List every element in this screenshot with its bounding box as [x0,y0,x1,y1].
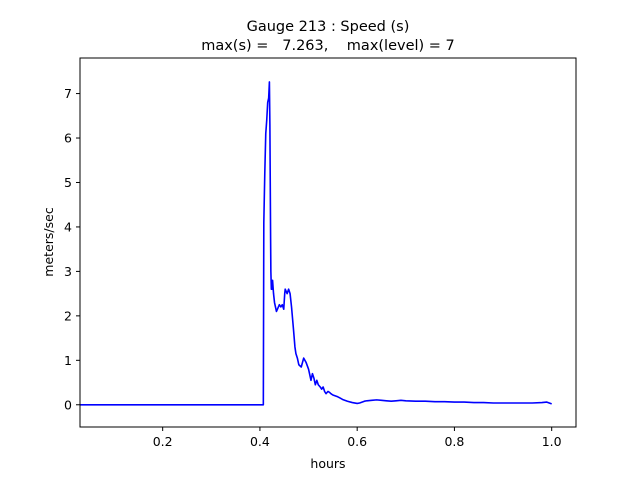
chart-subtitle: max(s) = 7.263, max(level) = 7 [201,38,455,54]
x-axis-label: hours [310,456,345,471]
y-tick-label: 6 [64,131,72,146]
y-tick-label: 3 [64,264,72,279]
series-line-0 [80,81,552,406]
y-tick-label: 0 [64,397,72,412]
y-tick-label: 4 [64,219,72,234]
x-axis-ticks: 0.2 0.4 0.6 0.8 1.0 [153,427,562,449]
y-axis-label: meters/sec [41,207,56,277]
x-tick-label: 0.4 [250,434,270,449]
plot-series [80,81,552,406]
chart-title: Gauge 213 : Speed (s) [247,19,410,35]
x-tick-label: 0.2 [153,434,173,449]
x-tick-label: 0.8 [444,434,464,449]
plot-frame [79,57,577,428]
y-tick-label: 1 [64,353,72,368]
y-tick-label: 5 [64,175,72,190]
x-tick-label: 0.6 [347,434,367,449]
y-tick-label: 7 [64,86,72,101]
y-tick-label: 2 [64,308,72,323]
x-tick-label: 1.0 [542,434,562,449]
y-axis-ticks: 0 1 2 3 4 5 6 7 [64,86,80,412]
